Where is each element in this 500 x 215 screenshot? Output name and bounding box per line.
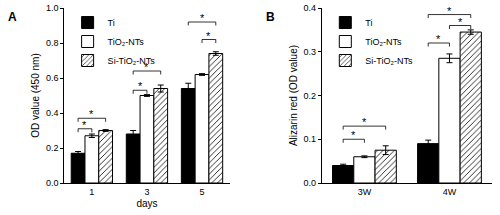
svg-text:1.0: 1.0: [46, 3, 59, 13]
svg-text:*: *: [206, 30, 211, 42]
svg-text:B: B: [266, 10, 275, 24]
svg-text:0.1: 0.1: [304, 134, 317, 144]
svg-text:Ti: Ti: [108, 18, 115, 28]
svg-text:0.0: 0.0: [304, 178, 317, 188]
svg-text:0.6: 0.6: [46, 73, 59, 83]
svg-text:Ti: Ti: [365, 18, 372, 28]
svg-text:0.8: 0.8: [46, 38, 59, 48]
svg-text:TiO₂-NTs: TiO₂-NTs: [365, 37, 402, 47]
svg-text:*: *: [436, 33, 441, 45]
svg-text:OD value (450 nm): OD value (450 nm): [30, 53, 41, 137]
svg-text:0.4: 0.4: [304, 3, 317, 13]
svg-text:0.3: 0.3: [304, 47, 317, 57]
svg-text:*: *: [144, 61, 149, 73]
svg-text:1: 1: [89, 187, 94, 197]
svg-text:*: *: [138, 80, 143, 92]
svg-text:3: 3: [144, 187, 149, 197]
svg-text:*: *: [82, 119, 87, 131]
svg-text:*: *: [362, 116, 367, 128]
svg-text:*: *: [89, 108, 94, 120]
svg-text:A: A: [8, 10, 17, 24]
svg-text:*: *: [458, 16, 463, 28]
svg-text:*: *: [447, 5, 452, 17]
svg-text:Si-TiO₂-NTs: Si-TiO₂-NTs: [108, 56, 156, 66]
svg-text:0.0: 0.0: [46, 178, 59, 188]
svg-text:0.2: 0.2: [304, 91, 317, 101]
svg-text:days: days: [136, 198, 157, 209]
svg-text:0.2: 0.2: [46, 143, 59, 153]
svg-text:4W: 4W: [443, 187, 457, 197]
svg-text:Alizarin red (OD value): Alizarin red (OD value): [288, 45, 299, 146]
svg-text:3W: 3W: [358, 187, 372, 197]
svg-text:*: *: [351, 129, 356, 141]
svg-text:5: 5: [200, 187, 205, 197]
svg-text:0.4: 0.4: [46, 108, 59, 118]
svg-text:*: *: [200, 12, 205, 24]
svg-text:Si-TiO₂-NTs: Si-TiO₂-NTs: [365, 56, 413, 66]
svg-text:TiO₂-NTs: TiO₂-NTs: [108, 37, 145, 47]
